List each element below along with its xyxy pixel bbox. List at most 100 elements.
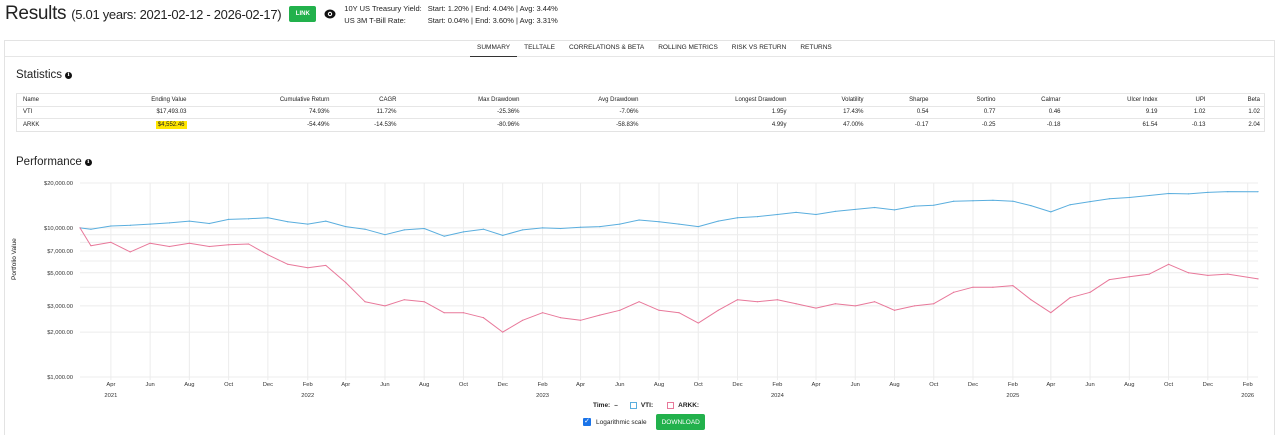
cell-value: -80.96% — [497, 121, 520, 128]
arkk-legend-label[interactable]: ARKK: — [678, 402, 700, 409]
x-tick-label: Apr — [1046, 382, 1055, 388]
data-point-arkk — [678, 312, 680, 314]
table-cell: 1.02 — [1209, 105, 1265, 119]
column-header[interactable]: UPI — [1161, 93, 1210, 107]
cell-value: 4.99y — [771, 121, 787, 128]
data-point-arkk — [267, 254, 269, 256]
table-header-row: Name Ending Value Cumulative Return CAGR Max… — [16, 93, 1265, 107]
column-header[interactable]: Max Drawdown — [400, 93, 524, 107]
data-point-arkk — [423, 301, 425, 303]
x-tick-label: Jun — [1085, 382, 1094, 388]
column-header[interactable]: Sortino — [932, 93, 1000, 107]
data-point-vti — [559, 227, 562, 230]
column-header[interactable]: Sharpe — [867, 93, 933, 107]
log-scale-checkbox[interactable]: ✓ — [583, 418, 591, 426]
eye-icon[interactable] — [324, 8, 336, 20]
cell-value: -0.25 — [981, 121, 996, 128]
x-tick-label: Aug — [184, 382, 194, 388]
table-cell: -80.96% — [400, 118, 524, 132]
y-tick-label: $2,000.00 — [47, 330, 73, 336]
vti-legend-label[interactable]: VTI: — [640, 402, 654, 409]
column-header[interactable]: Avg Drawdown — [523, 93, 643, 107]
data-point-arkk — [559, 317, 562, 319]
results-card — [4, 40, 1275, 435]
x-tick-label: Apr — [576, 382, 585, 388]
data-point-arkk — [756, 301, 759, 303]
column-header[interactable]: Calmar — [999, 93, 1065, 107]
tab-bar: SUMMARY TELLTALE CORRELATIONS & BETA ROL… — [470, 42, 839, 57]
tab-divider — [5, 56, 1274, 57]
info-icon[interactable]: i — [65, 71, 73, 79]
x-tick-label: Jun — [615, 382, 624, 388]
download-button[interactable]: DOWNLOAD — [655, 414, 705, 430]
data-point-vti — [307, 223, 309, 225]
data-point-arkk — [79, 227, 81, 229]
table-cell: -7.06% — [523, 105, 643, 119]
data-point-vti — [168, 222, 171, 224]
arkk-legend-swatch[interactable] — [667, 402, 675, 409]
data-point-vti — [364, 228, 366, 230]
x-tick-label: Oct — [459, 382, 468, 388]
data-point-vti — [834, 210, 836, 212]
data-point-vti — [522, 229, 524, 231]
page-title: Results (5.01 years: 2021-02-12 - 2026-0… — [5, 3, 282, 25]
table-cell: VTI — [16, 105, 81, 119]
data-point-arkk — [834, 303, 836, 305]
x-tick-label: Jun — [851, 382, 860, 388]
table-cell: 1.02 — [1161, 105, 1210, 119]
data-point-arkk — [638, 301, 640, 303]
table-cell: -25.36% — [400, 105, 524, 119]
tab-telltale[interactable]: TELLTALE — [524, 44, 555, 51]
column-header[interactable]: Ending Value — [80, 93, 191, 107]
data-point-arkk — [502, 331, 504, 333]
column-header[interactable]: Cumulative Return — [190, 93, 334, 107]
cell-value: 74.93% — [309, 109, 330, 116]
data-point-vti — [854, 208, 856, 211]
data-point-arkk — [619, 309, 621, 311]
table-cell: 74.93% — [190, 105, 334, 119]
cell-value: -58.83% — [616, 121, 639, 128]
column-header[interactable]: Beta — [1209, 93, 1265, 107]
data-point-vti — [795, 211, 797, 214]
vti-legend-swatch[interactable] — [629, 402, 637, 409]
x-tick-label: Jun — [145, 382, 154, 388]
tab-rolling-metrics[interactable]: ROLLING METRICS — [658, 44, 718, 51]
column-header[interactable]: Name — [16, 93, 81, 107]
chart-legend: Time: – VTI: ARKK: — [593, 402, 699, 409]
data-point-arkk — [522, 319, 524, 321]
tab-returns[interactable]: RETURNS — [800, 44, 832, 51]
tab-summary[interactable]: SUMMARY — [470, 42, 518, 57]
data-point-vti — [992, 199, 994, 201]
data-point-vti — [873, 206, 876, 209]
table-row: VTI $17,493.03 74.93% 11.72% -25.36% -7.06% 1.… — [16, 105, 1265, 119]
data-point-vti — [1089, 201, 1091, 203]
data-point-arkk — [913, 305, 916, 307]
x-tick-label: Aug — [889, 382, 899, 388]
data-point-vti — [110, 225, 112, 227]
data-point-vti — [658, 221, 660, 223]
data-point-arkk — [443, 312, 445, 314]
link-button[interactable]: LINK — [289, 6, 317, 22]
tab-correlations-beta[interactable]: CORRELATIONS & BETA — [568, 44, 645, 51]
cell-value: -54.49% — [307, 121, 330, 128]
performance-chart[interactable]: Apr 2021 Jun Aug Oct Dec Feb 2022 Apr Jun Aug Oct De… — [0, 170, 1279, 400]
cell-value: -0.17 — [914, 121, 929, 128]
column-header[interactable]: CAGR — [333, 93, 401, 107]
info-icon[interactable]: i — [84, 158, 92, 166]
cell-value: 0.77 — [983, 109, 996, 116]
log-scale-label[interactable]: Logarithmic scale — [596, 418, 647, 426]
x-tick-label: Dec — [263, 382, 273, 388]
column-header[interactable]: Ulcer Index — [1064, 93, 1162, 107]
column-header[interactable]: Volatility — [790, 93, 868, 107]
data-point-arkk — [287, 263, 289, 265]
data-point-vti — [913, 205, 916, 207]
column-header[interactable]: Longest Drawdown — [642, 93, 791, 107]
data-point-vti — [287, 221, 289, 223]
x-tick-label: Jun — [380, 382, 389, 388]
data-point-arkk — [1167, 263, 1170, 265]
tab-risk-vs-return[interactable]: RISK VS RETURN — [731, 44, 787, 51]
x-tick-year: 2021 — [104, 393, 117, 399]
chart-controls: ✓ Logarithmic scale DOWNLOAD — [583, 414, 705, 430]
data-point-vti — [443, 235, 445, 237]
data-point-arkk — [1148, 273, 1150, 275]
